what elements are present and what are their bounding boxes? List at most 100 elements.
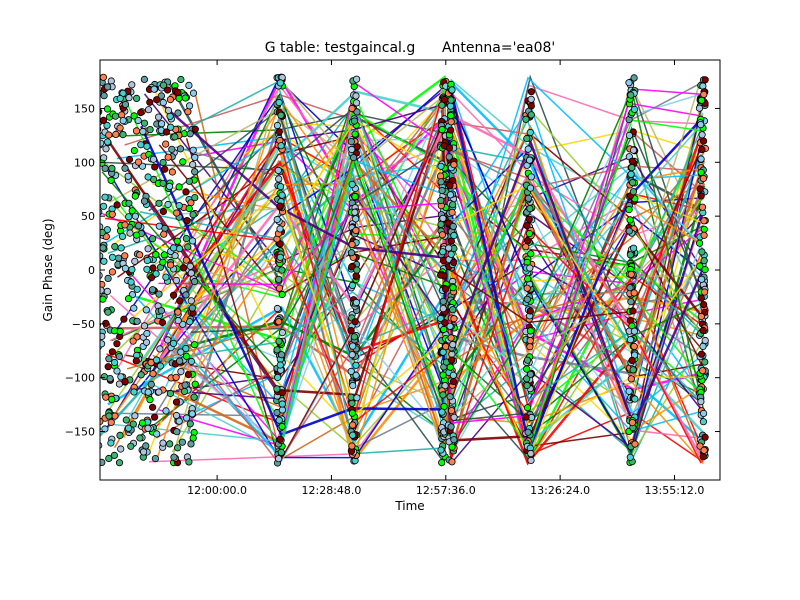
data-point: [438, 408, 446, 416]
data-point: [136, 434, 144, 442]
data-point: [161, 165, 169, 173]
data-point: [145, 106, 153, 114]
data-point: [130, 304, 138, 312]
data-point: [117, 445, 125, 453]
data-point: [445, 144, 454, 152]
data-point: [448, 443, 456, 451]
data-point: [162, 273, 170, 281]
data-point: [106, 374, 114, 383]
data-point: [626, 216, 634, 224]
data-point: [697, 275, 706, 283]
data-point: [629, 307, 637, 315]
data-point: [125, 155, 134, 164]
data-point: [129, 337, 137, 345]
data-point: [191, 277, 199, 286]
data-point: [100, 295, 107, 303]
data-point: [100, 271, 103, 279]
data-point: [628, 356, 636, 364]
data-point: [275, 284, 284, 292]
data-point: [697, 96, 706, 104]
data-point: [190, 393, 198, 401]
data-point: [117, 244, 125, 252]
data-point: [108, 268, 117, 276]
data-point: [124, 424, 133, 432]
data-point: [700, 90, 708, 99]
series-line: [126, 171, 704, 460]
data-point: [698, 367, 707, 375]
data-point: [167, 261, 175, 269]
data-point: [166, 182, 174, 190]
data-point: [278, 389, 286, 397]
data-point: [352, 272, 360, 280]
data-point: [178, 438, 186, 446]
data-point: [189, 89, 198, 97]
data-point: [349, 421, 357, 429]
data-point: [437, 271, 445, 279]
data-point: [350, 117, 358, 125]
data-point: [179, 264, 188, 272]
data-point: [523, 222, 531, 230]
data-point: [523, 404, 532, 412]
data-point: [140, 119, 149, 127]
data-point: [105, 355, 113, 363]
x-tick-label: 13:26:24.0: [530, 484, 590, 497]
data-point: [102, 393, 110, 401]
data-point: [191, 153, 199, 161]
data-point: [107, 77, 115, 85]
data-point: [125, 213, 133, 221]
x-tick-label: 12:28:48.0: [302, 484, 362, 497]
data-point: [186, 420, 194, 428]
data-point: [347, 326, 355, 335]
data-point: [158, 120, 166, 128]
data-point: [164, 200, 172, 209]
data-point: [174, 444, 182, 452]
data-point: [631, 440, 639, 448]
data-point: [176, 297, 184, 305]
data-point: [278, 266, 286, 274]
data-point: [699, 326, 707, 334]
data-point: [155, 388, 163, 396]
data-point: [351, 208, 359, 216]
data-point: [275, 128, 283, 136]
data-point: [159, 81, 168, 89]
data-point: [121, 221, 129, 229]
data-point: [441, 319, 449, 327]
data-point: [176, 145, 185, 153]
data-point: [160, 251, 168, 259]
data-point: [179, 158, 187, 166]
data-point: [140, 197, 149, 205]
data-point: [273, 304, 281, 313]
data-point: [627, 298, 635, 306]
data-point: [449, 201, 457, 209]
data-point: [695, 239, 704, 247]
data-point: [151, 413, 159, 421]
y-tick-label: 100: [74, 156, 95, 169]
data-point: [131, 412, 139, 420]
data-point: [349, 381, 357, 390]
data-point: [177, 75, 185, 84]
data-point: [127, 442, 135, 450]
data-point: [278, 400, 286, 408]
data-point: [175, 202, 183, 210]
data-point: [276, 361, 284, 369]
data-point: [190, 341, 199, 349]
data-point: [115, 352, 124, 361]
data-point: [146, 98, 154, 106]
data-point: [277, 448, 285, 456]
data-point: [108, 348, 117, 356]
data-point: [159, 207, 167, 216]
data-point: [103, 105, 112, 113]
data-point: [437, 314, 445, 323]
data-point: [352, 371, 360, 379]
data-point: [523, 356, 532, 364]
data-point: [276, 253, 284, 261]
data-point: [105, 454, 113, 463]
data-point: [172, 373, 180, 381]
data-point: [450, 413, 458, 421]
data-point: [276, 240, 284, 248]
data-point: [449, 222, 457, 230]
data-point: [627, 270, 635, 278]
data-point: [111, 358, 119, 367]
data-point: [700, 288, 709, 296]
data-point: [526, 343, 534, 351]
